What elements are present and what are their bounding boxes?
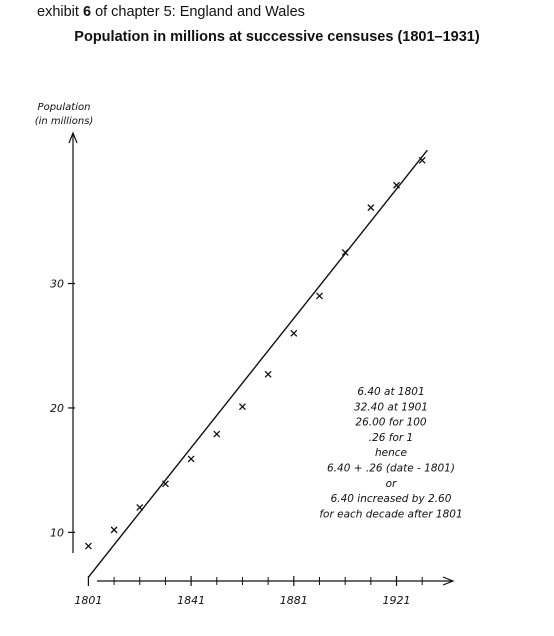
fit-line-group (87, 149, 428, 578)
data-point-x-mark (418, 156, 426, 164)
exhibit-number: 6 (82, 4, 92, 20)
exhibit-prefix: exhibit (37, 4, 79, 20)
annotation-line: for each decade after 1801 (319, 508, 462, 520)
x-tick-label: 1881 (280, 594, 308, 607)
annotation-line: 6.40 + .26 (date - 1801) (327, 463, 455, 475)
data-point-x-mark (341, 248, 349, 256)
data-point-x-mark (367, 204, 375, 212)
y-tick-label: 30 (50, 278, 64, 291)
annotation-line: 26.00 for 100 (355, 417, 427, 429)
y-axis-label-line1: Population (38, 102, 91, 113)
data-point-x-mark (393, 181, 400, 189)
chart-title: Population in millions at successive cen… (74, 29, 480, 45)
annotation-line: or (386, 478, 397, 490)
data-point-x-mark (187, 455, 195, 463)
data-point-x-mark (316, 292, 323, 300)
data-point-x-mark (213, 430, 221, 438)
y-tick-label: 20 (50, 402, 64, 415)
data-points (84, 156, 426, 550)
x-axis-arrow (442, 576, 455, 586)
annotation-line: hence (375, 447, 407, 459)
data-point-x-mark (290, 329, 298, 337)
axes (68, 131, 455, 586)
annotation-line: 6.40 increased by 2.60 (331, 493, 452, 505)
x-tick-label: 1801 (74, 594, 102, 607)
exhibit-caption: exhibit 6 of chapter 5: England and Wale… (37, 4, 305, 20)
annotation-block: 6.40 at 1801 32.40 at 1901 26.00 for 100 .2… (319, 386, 462, 520)
exhibit-suffix: of chapter 5: England and Wales (95, 4, 305, 20)
annotation-line: .26 for 1 (369, 432, 414, 444)
fit-line (87, 149, 428, 578)
data-point-x-mark (110, 526, 118, 534)
ticks: 1801 1841 1881 1921 10 20 30 (50, 278, 423, 607)
x-tick-label: 1841 (177, 594, 205, 607)
data-point-x-mark (238, 403, 246, 411)
y-tick-label: 10 (50, 526, 64, 539)
data-point-x-mark (264, 370, 272, 378)
x-tick-label: 1921 (383, 594, 411, 607)
data-point-x-mark (136, 504, 144, 511)
data-point-x-mark (161, 480, 169, 488)
annotation-line: 32.40 at 1901 (354, 401, 428, 413)
data-point-x-mark (84, 542, 92, 550)
annotation-line: 6.40 at 1801 (357, 386, 424, 398)
y-axis-arrow (68, 131, 78, 144)
y-axis-label-line2: (in millions) (35, 116, 94, 127)
